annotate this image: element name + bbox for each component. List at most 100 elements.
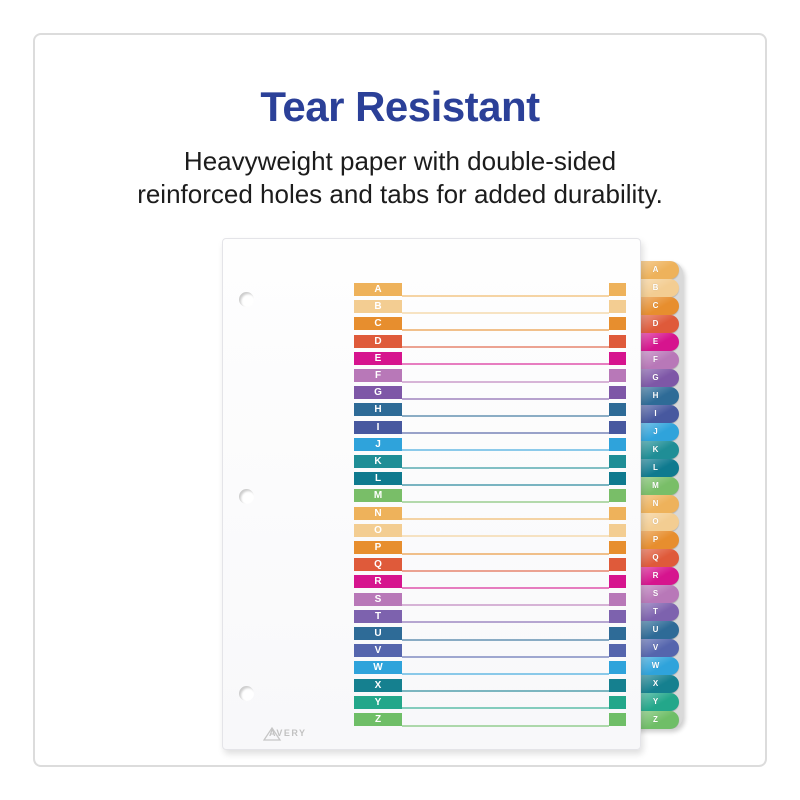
index-tab-W: W	[632, 657, 679, 675]
row-letter-box-J: J	[354, 437, 402, 451]
tab-highlight	[632, 513, 679, 531]
feature-title: Tear Resistant	[260, 83, 540, 130]
tab-highlight	[632, 657, 679, 675]
index-tab-K: K	[632, 441, 679, 459]
index-tab-A: A	[632, 261, 679, 279]
index-tab-O: O	[632, 513, 679, 531]
row-rule-L	[402, 483, 609, 486]
tab-letter: S	[652, 589, 659, 598]
index-tab-J: J	[632, 423, 679, 441]
tab-letter: Y	[652, 697, 659, 706]
tab-letter: F	[653, 355, 658, 364]
row-rule-C	[402, 328, 609, 331]
tab-letter: N	[652, 499, 659, 508]
index-tab-I: I	[632, 405, 679, 423]
index-tab-U: U	[632, 621, 679, 639]
tab-letter: D	[652, 319, 659, 328]
tab-letter: J	[653, 427, 658, 436]
tab-letter: Z	[653, 715, 658, 724]
row-letter-box-S: S	[354, 592, 402, 606]
tab-highlight	[632, 369, 679, 387]
row-rule-H	[402, 414, 609, 417]
tab-highlight	[632, 351, 679, 369]
row-edge-swatch-C	[609, 317, 626, 331]
punch-hole-middle	[239, 489, 254, 504]
row-edge-swatch-T	[609, 609, 626, 623]
tab-highlight	[632, 261, 679, 279]
tab-letter: U	[652, 625, 659, 634]
feature-subtitle-line1: Heavyweight paper with double-sided	[183, 146, 617, 176]
row-edge-swatch-U	[609, 627, 626, 640]
index-tab-H: H	[632, 387, 679, 405]
row-edge-swatch-R	[609, 575, 626, 589]
row-edge-swatch-K	[609, 455, 626, 468]
row-letter-box-W: W	[354, 661, 402, 675]
row-letter-box-L: L	[354, 472, 402, 486]
avery-logo-text: AVERY	[269, 728, 307, 738]
tab-letter: T	[653, 607, 658, 616]
row-letter-box-Y: Y	[354, 695, 402, 709]
row-rule-R	[402, 586, 609, 589]
index-tab-N: N	[632, 495, 679, 513]
row-letter-box-X: X	[354, 678, 402, 692]
row-edge-swatch-J	[609, 437, 626, 451]
row-edge-swatch-I	[609, 420, 626, 434]
index-tab-B: B	[632, 279, 679, 297]
avery-logo: AVERY	[263, 725, 311, 743]
punch-hole-top	[239, 292, 254, 307]
index-tab-M: M	[632, 477, 679, 495]
row-rule-Q	[402, 569, 609, 572]
feature-card: Tear Resistant Heavyweight paper with do…	[33, 33, 767, 767]
row-edge-swatch-H	[609, 403, 626, 417]
tab-highlight	[632, 423, 679, 441]
tab-highlight	[632, 711, 679, 729]
row-letter-box-Z: Z	[354, 713, 402, 726]
tab-highlight	[632, 315, 679, 333]
row-edge-swatch-Q	[609, 558, 626, 572]
row-edge-swatch-Z	[609, 713, 626, 726]
index-tab-Z: Z	[632, 711, 679, 729]
tab-letter: L	[653, 463, 658, 472]
tab-highlight	[632, 603, 679, 621]
row-rule-K	[402, 466, 609, 469]
row-letter-box-D: D	[354, 334, 402, 348]
tab-letter: P	[652, 535, 659, 544]
row-letter-box-O: O	[354, 523, 402, 537]
row-letter-box-C: C	[354, 317, 402, 331]
row-rule-Y	[402, 707, 609, 710]
row-rule-G	[402, 397, 609, 400]
tab-highlight	[632, 621, 679, 639]
tab-highlight	[632, 549, 679, 567]
avery-triangle-icon	[263, 726, 282, 741]
row-rule-B	[402, 311, 609, 314]
index-tab-C: C	[632, 297, 679, 315]
row-edge-swatch-P	[609, 541, 626, 554]
row-rule-P	[402, 552, 609, 555]
feature-subtitle-line2: reinforced holes and tabs for added dura…	[137, 179, 663, 209]
row-rule-N	[402, 518, 609, 521]
row-edge-swatch-Y	[609, 695, 626, 709]
index-tab-D: D	[632, 315, 679, 333]
tab-highlight	[632, 441, 679, 459]
tab-letter: I	[654, 409, 657, 418]
row-edge-swatch-V	[609, 644, 626, 658]
tab-letter: V	[652, 643, 659, 652]
row-letter-box-N: N	[354, 506, 402, 520]
row-edge-swatch-G	[609, 386, 626, 400]
index-tab-P: P	[632, 531, 679, 549]
tab-highlight	[632, 387, 679, 405]
row-rule-M	[402, 500, 609, 503]
row-rule-U	[402, 638, 609, 641]
row-edge-swatch-S	[609, 592, 626, 606]
tab-highlight	[632, 405, 679, 423]
tab-letter: C	[652, 301, 659, 310]
tab-highlight	[632, 675, 679, 693]
tab-highlight	[632, 279, 679, 297]
row-rule-V	[402, 655, 609, 658]
row-edge-swatch-F	[609, 369, 626, 382]
row-letter-box-F: F	[354, 369, 402, 382]
row-rule-Z	[402, 724, 609, 727]
punch-hole-bottom	[239, 686, 254, 701]
row-edge-swatch-B	[609, 300, 626, 314]
tab-letter: O	[652, 517, 659, 526]
